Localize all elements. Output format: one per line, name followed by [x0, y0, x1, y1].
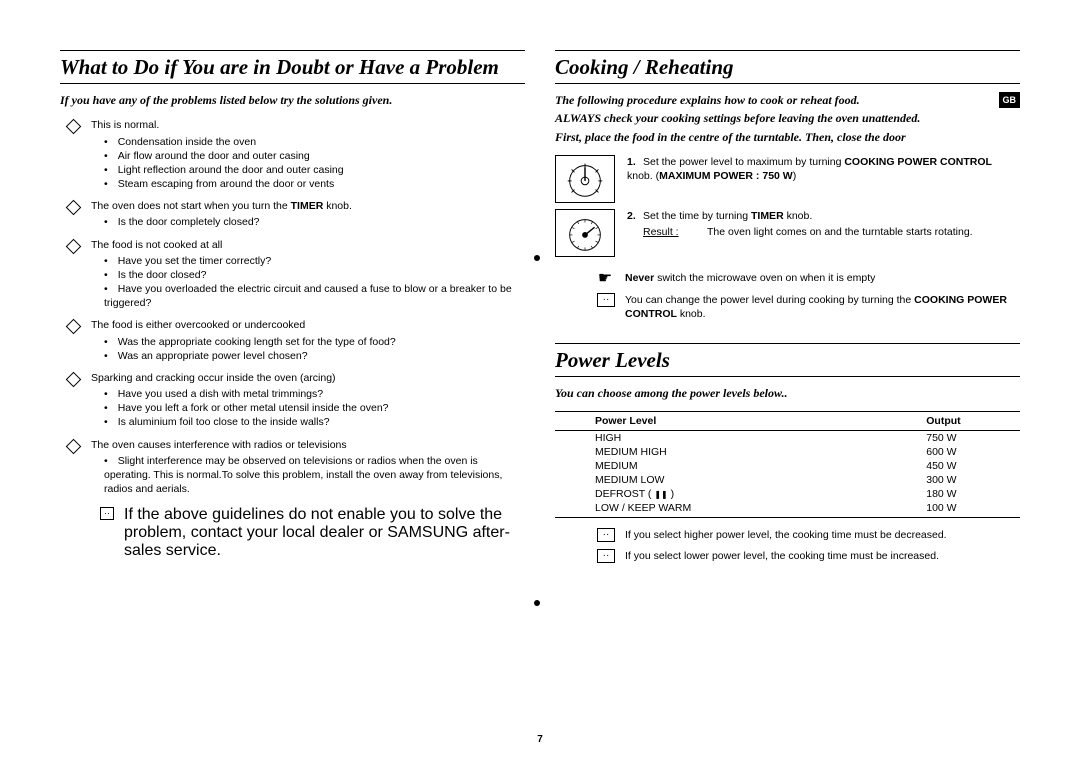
power-dial-illustration [555, 155, 615, 203]
left-heading: What to Do if You are in Doubt or Have a… [60, 55, 525, 79]
info-box-icon: ·· [597, 293, 615, 307]
problem-item: This is normal. [60, 118, 525, 132]
higher-power-tip: ·· If you select higher power level, the… [555, 528, 1020, 542]
result-text: The oven light comes on and the turntabl… [707, 225, 1020, 239]
table-row: MEDIUM450 W [555, 459, 1020, 473]
table-row: LOW / KEEP WARM100 W [555, 501, 1020, 518]
gb-badge: GB [999, 92, 1021, 108]
col-output: Output [926, 412, 1020, 431]
service-note: ·· If the above guidelines do not enable… [60, 506, 525, 560]
problem-subitem: Light reflection around the door and out… [104, 163, 525, 177]
problem-subitem: Is the door completely closed? [104, 215, 525, 229]
step-1: 1.Set the power level to maximum by turn… [555, 155, 1020, 203]
power-levels-intro: You can choose among the power levels be… [555, 385, 1020, 401]
result-label: Result : [643, 225, 699, 239]
right-column: Cooking / Reheating GB The following pro… [555, 50, 1020, 563]
problems-list: This is normal. Condensation inside the o… [60, 118, 525, 496]
step-1-text: 1.Set the power level to maximum by turn… [627, 155, 1020, 183]
pointing-hand-icon: ☛ [595, 271, 615, 287]
problem-item: The food is either overcooked or underco… [60, 318, 525, 332]
problem-item: The oven does not start when you turn th… [60, 199, 525, 213]
table-row: MEDIUM LOW300 W [555, 473, 1020, 487]
step-2: 2.Set the time by turning TIMER knob. Re… [555, 209, 1020, 257]
problem-sublist: Condensation inside the ovenAir flow aro… [104, 135, 525, 192]
problem-subitem: Have you set the timer correctly? [104, 254, 525, 268]
col-power-level: Power Level [555, 412, 926, 431]
problem-lead: The food is not cooked at all [91, 238, 525, 252]
manual-page: What to Do if You are in Doubt or Have a… [0, 0, 1080, 583]
diamond-bullet-icon [66, 319, 82, 335]
diamond-bullet-icon [66, 200, 82, 216]
diamond-bullet-icon [66, 438, 82, 454]
cook-intro-a: The following procedure explains how to … [555, 92, 1020, 108]
timer-dial-illustration [555, 209, 615, 257]
problem-subitem: Have you left a fork or other metal uten… [104, 401, 525, 415]
problem-subitem: Is the door closed? [104, 268, 525, 282]
step-2-text: 2.Set the time by turning TIMER knob. Re… [627, 209, 1020, 239]
diamond-bullet-icon [66, 372, 82, 388]
problem-sublist: Have you set the timer correctly?Is the … [104, 254, 525, 311]
left-intro: If you have any of the problems listed b… [60, 92, 525, 108]
problem-subitem: Have you used a dish with metal trimming… [104, 387, 525, 401]
never-empty-note: ☛ Never switch the microwave oven on whe… [555, 271, 1020, 287]
problem-lead: Sparking and cracking occur inside the o… [91, 371, 525, 385]
change-power-note: ·· You can change the power level during… [555, 293, 1020, 321]
problem-subitem: Was the appropriate cooking length set f… [104, 335, 525, 349]
problem-subitem: Steam escaping from around the door or v… [104, 177, 525, 191]
page-number: 7 [0, 734, 1080, 745]
problem-lead: The food is either overcooked or underco… [91, 318, 525, 332]
diamond-bullet-icon [66, 238, 82, 254]
cook-intro-b: ALWAYS check your cooking settings befor… [555, 110, 1020, 126]
problem-lead: The oven does not start when you turn th… [91, 199, 525, 213]
problem-sublist: Have you used a dish with metal trimming… [104, 387, 525, 430]
info-box-icon: ·· [597, 549, 615, 563]
note-icon: ·· [100, 507, 114, 520]
problem-subitem: Slight interference may be observed on t… [104, 454, 525, 497]
note-text: If the above guidelines do not enable yo… [124, 506, 525, 560]
problem-subitem: Condensation inside the oven [104, 135, 525, 149]
power-levels-table: Power Level Output HIGH750 WMEDIUM HIGH6… [555, 411, 1020, 518]
problem-item: The food is not cooked at all [60, 238, 525, 252]
diamond-bullet-icon [66, 119, 82, 135]
cooking-heading: Cooking / Reheating [555, 55, 1020, 79]
problem-subitem: Have you overloaded the electric circuit… [104, 282, 525, 310]
problem-sublist: Is the door completely closed? [104, 215, 525, 229]
left-column: What to Do if You are in Doubt or Have a… [60, 50, 525, 563]
table-row: DEFROST ( ❚❚ )180 W [555, 487, 1020, 501]
table-row: HIGH750 W [555, 431, 1020, 446]
problem-lead: The oven causes interference with radios… [91, 438, 525, 452]
power-levels-heading: Power Levels [555, 348, 1020, 372]
problem-item: The oven causes interference with radios… [60, 438, 525, 452]
problem-lead: This is normal. [91, 118, 525, 132]
lower-power-tip: ·· If you select lower power level, the … [555, 549, 1020, 563]
defrost-icon: ❚❚ [654, 490, 667, 499]
problem-subitem: Is aluminium foil too close to the insid… [104, 415, 525, 429]
problem-sublist: Was the appropriate cooking length set f… [104, 335, 525, 363]
problem-subitem: Air flow around the door and outer casin… [104, 149, 525, 163]
info-box-icon: ·· [597, 528, 615, 542]
problem-item: Sparking and cracking occur inside the o… [60, 371, 525, 385]
table-row: MEDIUM HIGH600 W [555, 445, 1020, 459]
problem-subitem: Was an appropriate power level chosen? [104, 349, 525, 363]
problem-sublist: Slight interference may be observed on t… [104, 454, 525, 497]
cook-intro-c: First, place the food in the centre of t… [555, 129, 1020, 145]
